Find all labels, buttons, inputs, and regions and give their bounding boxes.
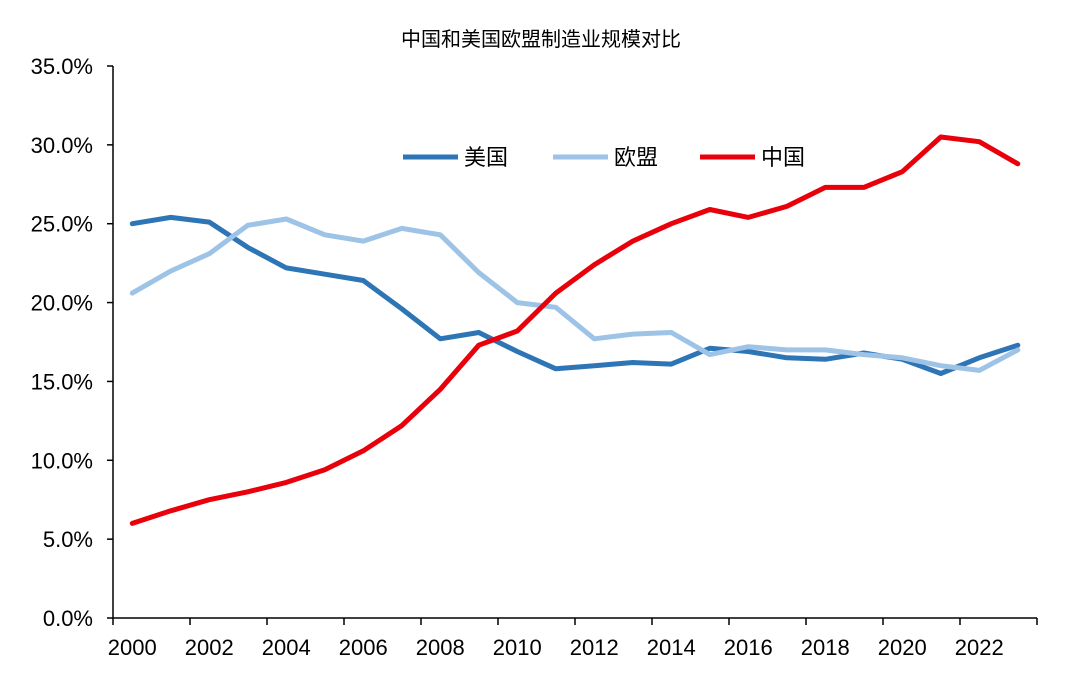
y-tick-label: 30.0% bbox=[31, 133, 93, 158]
x-tick-label: 2022 bbox=[955, 635, 1004, 660]
x-tick-label: 2018 bbox=[801, 635, 850, 660]
series-line-2 bbox=[129, 134, 1021, 526]
series-line-0 bbox=[129, 214, 1021, 376]
y-tick-label: 20.0% bbox=[31, 291, 93, 316]
y-tick-label: 0.0% bbox=[43, 606, 93, 631]
legend-label: 美国 bbox=[464, 146, 508, 171]
x-tick-label: 2014 bbox=[647, 635, 696, 660]
axes bbox=[107, 65, 1038, 625]
chart-title: 中国和美国欧盟制造业规模对比 bbox=[401, 27, 681, 51]
x-tick-label: 2004 bbox=[262, 635, 311, 660]
legend-label: 中国 bbox=[761, 146, 805, 171]
x-tick-label: 2016 bbox=[724, 635, 773, 660]
x-tick-label: 2006 bbox=[339, 635, 388, 660]
y-tick-label: 25.0% bbox=[31, 212, 93, 237]
y-tick-label: 35.0% bbox=[31, 54, 93, 79]
x-tick-label: 2012 bbox=[570, 635, 619, 660]
y-axis-tick-labels: 0.0% 5.0% 10.0% 15.0% 20.0% 25.0% 30.0% 35.0% bbox=[31, 54, 93, 631]
x-tick-label: 2000 bbox=[108, 635, 157, 660]
x-tick-label: 2020 bbox=[878, 635, 927, 660]
y-tick-label: 5.0% bbox=[43, 527, 93, 552]
legend-label: 欧盟 bbox=[614, 146, 658, 171]
legend: 美国 欧盟 中国 bbox=[403, 146, 805, 171]
x-tick-label: 2002 bbox=[185, 635, 234, 660]
x-axis-tick-labels: 2000 2002 2004 2006 2008 2010 2012 2014 2016 2018… bbox=[108, 635, 1004, 660]
series-lines bbox=[129, 134, 1021, 526]
series-line-1 bbox=[129, 216, 1021, 373]
x-tick-label: 2010 bbox=[493, 635, 542, 660]
x-tick-label: 2008 bbox=[416, 635, 465, 660]
y-tick-label: 10.0% bbox=[31, 448, 93, 473]
y-tick-label: 15.0% bbox=[31, 369, 93, 394]
